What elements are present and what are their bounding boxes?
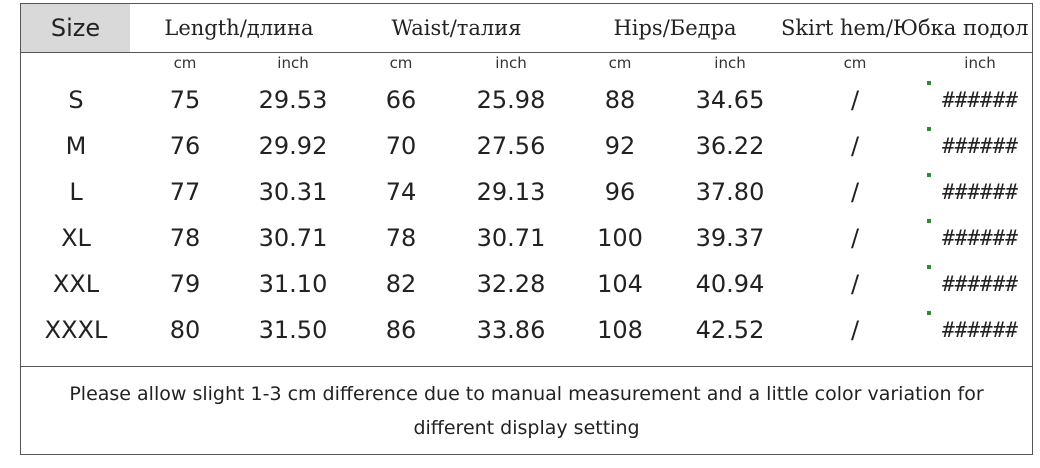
cell-waist-cm: 78 bbox=[385, 224, 417, 252]
cell-waist-cm: 70 bbox=[385, 132, 417, 160]
cell-size: M bbox=[65, 132, 87, 160]
cell-hips-inch: 42.52 bbox=[695, 316, 765, 344]
cell-length-cm: 77 bbox=[169, 178, 201, 206]
header-skirt-hem: Skirt hem/Юбка подол bbox=[781, 16, 1029, 40]
cell-length-cm: 78 bbox=[169, 224, 201, 252]
cell-size: XL bbox=[61, 224, 91, 252]
cell-size: XXXL bbox=[44, 316, 108, 344]
unit-hips-cm: cm bbox=[608, 54, 632, 72]
cell-hips-cm: 100 bbox=[597, 224, 643, 252]
cell-length-inch: 30.31 bbox=[258, 178, 328, 206]
cell-size: S bbox=[68, 86, 84, 114]
error-indicator-icon bbox=[927, 81, 931, 85]
cell-length-inch: 29.92 bbox=[258, 132, 328, 160]
error-indicator-icon bbox=[927, 127, 931, 131]
header-length: Length/длина bbox=[164, 16, 314, 40]
cell-waist-inch: 32.28 bbox=[476, 270, 546, 298]
cell-waist-inch: 29.13 bbox=[476, 178, 546, 206]
error-indicator-icon bbox=[927, 219, 931, 223]
cell-hem-inch: ###### bbox=[942, 318, 1018, 342]
unit-hem-cm: cm bbox=[843, 54, 867, 72]
cell-hips-cm: 88 bbox=[604, 86, 636, 114]
cell-size: XXL bbox=[52, 270, 100, 298]
cell-hips-inch: 40.94 bbox=[695, 270, 765, 298]
cell-length-cm: 79 bbox=[169, 270, 201, 298]
unit-length-inch: inch bbox=[277, 54, 309, 72]
cell-waist-inch: 33.86 bbox=[476, 316, 546, 344]
unit-length-cm: cm bbox=[173, 54, 197, 72]
header-size: Size bbox=[21, 4, 130, 52]
divider bbox=[21, 366, 1032, 367]
cell-hem-cm: / bbox=[850, 316, 860, 344]
cell-hem-cm: / bbox=[850, 224, 860, 252]
cell-hem-inch: ###### bbox=[942, 88, 1018, 112]
header-waist: Waist/талия bbox=[391, 16, 522, 40]
cell-length-inch: 31.10 bbox=[258, 270, 328, 298]
cell-hips-cm: 96 bbox=[604, 178, 636, 206]
cell-size: L bbox=[69, 178, 83, 206]
table-row: XXL 79 31.10 82 32.28 104 40.94 / ###### bbox=[21, 261, 1032, 307]
cell-waist-cm: 82 bbox=[385, 270, 417, 298]
cell-hem-inch: ###### bbox=[942, 226, 1018, 250]
error-indicator-icon bbox=[927, 173, 931, 177]
unit-waist-cm: cm bbox=[389, 54, 413, 72]
cell-length-inch: 30.71 bbox=[258, 224, 328, 252]
table-row: M 76 29.92 70 27.56 92 36.22 / ###### bbox=[21, 123, 1032, 169]
cell-hem-inch: ###### bbox=[942, 180, 1018, 204]
table-header: Size Length/длина Waist/талия Hips/Бедра… bbox=[21, 4, 1032, 53]
unit-waist-inch: inch bbox=[495, 54, 527, 72]
cell-length-cm: 80 bbox=[169, 316, 201, 344]
cell-waist-inch: 25.98 bbox=[476, 86, 546, 114]
cell-hips-cm: 92 bbox=[604, 132, 636, 160]
cell-length-cm: 75 bbox=[169, 86, 201, 114]
cell-waist-inch: 27.56 bbox=[476, 132, 546, 160]
cell-hips-inch: 39.37 bbox=[695, 224, 765, 252]
cell-hem-cm: / bbox=[850, 132, 860, 160]
cell-hem-cm: / bbox=[850, 86, 860, 114]
table-row: L 77 30.31 74 29.13 96 37.80 / ###### bbox=[21, 169, 1032, 215]
cell-hem-cm: / bbox=[850, 270, 860, 298]
cell-hem-inch: ###### bbox=[942, 272, 1018, 296]
size-chart: Size Length/длина Waist/талия Hips/Бедра… bbox=[20, 3, 1033, 455]
cell-hips-inch: 37.80 bbox=[695, 178, 765, 206]
cell-length-inch: 29.53 bbox=[258, 86, 328, 114]
unit-hem-inch: inch bbox=[964, 54, 996, 72]
cell-waist-inch: 30.71 bbox=[476, 224, 546, 252]
cell-length-cm: 76 bbox=[169, 132, 201, 160]
cell-waist-cm: 86 bbox=[385, 316, 417, 344]
cell-hips-cm: 108 bbox=[597, 316, 643, 344]
cell-hips-cm: 104 bbox=[597, 270, 643, 298]
error-indicator-icon bbox=[927, 265, 931, 269]
error-indicator-icon bbox=[927, 311, 931, 315]
cell-length-inch: 31.50 bbox=[258, 316, 328, 344]
table-row: XL 78 30.71 78 30.71 100 39.37 / ###### bbox=[21, 215, 1032, 261]
cell-hem-cm: / bbox=[850, 178, 860, 206]
table-row: XXXL 80 31.50 86 33.86 108 42.52 / #####… bbox=[21, 307, 1032, 353]
table-row: S 75 29.53 66 25.98 88 34.65 / ###### bbox=[21, 77, 1032, 123]
cell-waist-cm: 66 bbox=[385, 86, 417, 114]
unit-hips-inch: inch bbox=[714, 54, 746, 72]
measurement-note: Please allow slight 1-3 cm difference du… bbox=[69, 383, 984, 439]
cell-hem-inch: ###### bbox=[942, 134, 1018, 158]
cell-waist-cm: 74 bbox=[385, 178, 417, 206]
cell-hips-inch: 34.65 bbox=[695, 86, 765, 114]
cell-hips-inch: 36.22 bbox=[695, 132, 765, 160]
header-hips: Hips/Бедра bbox=[613, 16, 737, 40]
